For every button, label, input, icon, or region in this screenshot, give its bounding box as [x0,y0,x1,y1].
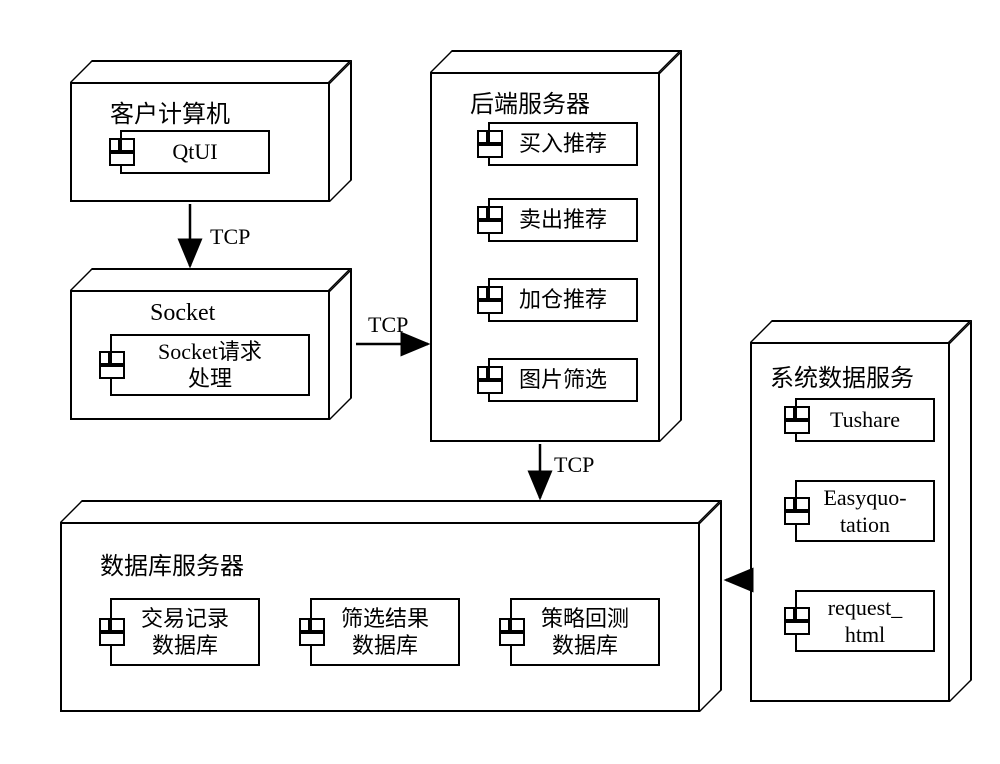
component-label: Easyquo- tation [823,484,906,539]
component-label: 策略回测 数据库 [541,605,629,660]
component-lug-icon [99,618,121,646]
component-lug-icon [109,138,131,166]
node-socket-title: Socket [150,300,215,327]
component-label: Tushare [830,406,900,434]
component-lug-icon [477,366,499,394]
component-lug-icon [784,607,806,635]
node-dataservice-title: 系统数据服务 [770,358,914,393]
component-filter-db: 筛选结果 数据库 [310,598,460,666]
diagram-canvas: 客户计算机 QtUI Socket Socket请求 处理 后端服务器 买入推荐… [0,0,1000,764]
component-trade-db: 交易记录 数据库 [110,598,260,666]
component-buy-rec: 买入推荐 [488,122,638,166]
component-label: Socket请求 处理 [158,338,262,393]
component-request-html: request_ html [795,590,935,652]
component-label: 卖出推荐 [519,206,607,234]
component-lug-icon [477,206,499,234]
component-lug-icon [477,130,499,158]
edge-label-e1: TCP [210,224,250,250]
component-lug-icon [784,406,806,434]
edge-label-e2: TCP [368,312,408,338]
component-add-rec: 加仓推荐 [488,278,638,322]
node-client-title: 客户计算机 [110,94,230,129]
component-lug-icon [499,618,521,646]
component-backtest-db: 策略回测 数据库 [510,598,660,666]
edge-label-e3: TCP [554,452,594,478]
component-qtui: QtUI [120,130,270,174]
component-label: request_ html [828,594,903,649]
node-backend-title: 后端服务器 [470,84,590,119]
component-sell-rec: 卖出推荐 [488,198,638,242]
component-label: 图片筛选 [519,366,607,394]
component-label: 交易记录 数据库 [141,605,229,660]
component-img-filter: 图片筛选 [488,358,638,402]
component-lug-icon [477,286,499,314]
component-label: QtUI [172,138,217,166]
component-tushare: Tushare [795,398,935,442]
component-label: 筛选结果 数据库 [341,605,429,660]
node-db-title: 数据库服务器 [100,546,244,581]
component-label: 买入推荐 [519,130,607,158]
component-label: 加仓推荐 [519,286,607,314]
component-lug-icon [784,497,806,525]
component-lug-icon [299,618,321,646]
component-easyquotation: Easyquo- tation [795,480,935,542]
component-lug-icon [99,351,121,379]
component-socket-handler: Socket请求 处理 [110,334,310,396]
